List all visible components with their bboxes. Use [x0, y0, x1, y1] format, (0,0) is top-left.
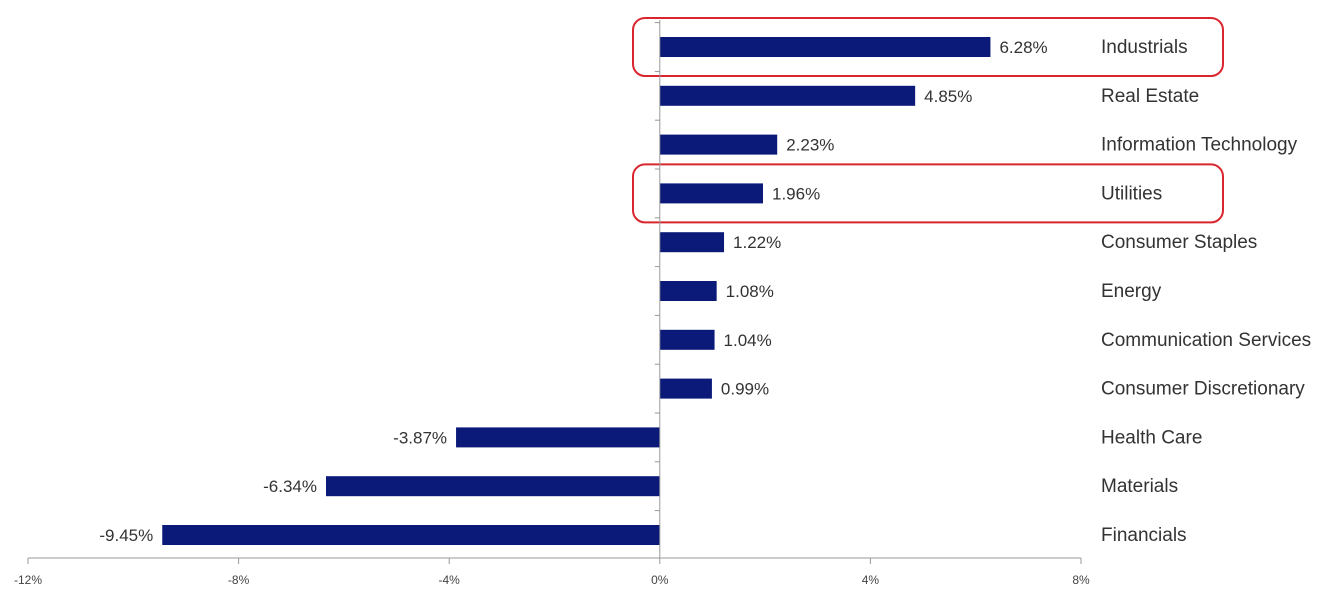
value-label-consumer-staples: 1.22% [733, 233, 781, 252]
axes [27, 20, 1082, 564]
x-tick-label: -12% [14, 573, 42, 587]
category-label-industrials: Industrials [1101, 37, 1188, 58]
bar-energy [659, 281, 717, 301]
value-label-communication-services: 1.04% [724, 331, 772, 350]
value-label-information-technology: 2.23% [786, 136, 834, 155]
category-label-communication-services: Communication Services [1101, 330, 1311, 351]
category-label-utilities: Utilities [1101, 183, 1162, 204]
bar-consumer-discretionary [659, 378, 712, 399]
x-tick-label: 4% [862, 573, 880, 587]
x-tick-label: -4% [439, 573, 461, 587]
bar-materials [325, 476, 660, 497]
labels: 6.28% Industrials 4.85% Real Estate 2.23% Inf… [14, 37, 1311, 587]
value-label-industrials: 6.28% [999, 38, 1047, 57]
value-label-health-care: -3.87% [393, 428, 447, 447]
bar-real-estate [659, 85, 916, 106]
x-tick-label: -8% [228, 573, 250, 587]
category-label-health-care: Health Care [1101, 427, 1202, 448]
highlight-box-utilities [632, 163, 1224, 224]
bar-utilities [659, 183, 763, 204]
bar-financials [162, 525, 660, 545]
x-tick-label: 8% [1072, 573, 1090, 587]
category-label-financials: Financials [1101, 525, 1187, 546]
category-label-materials: Materials [1101, 476, 1178, 497]
category-label-consumer-staples: Consumer Staples [1101, 232, 1257, 253]
highlight-box-industrials [632, 17, 1224, 77]
value-label-materials: -6.34% [263, 477, 317, 496]
bar-information-technology [659, 134, 778, 155]
value-label-utilities: 1.96% [772, 184, 820, 203]
category-label-energy: Energy [1101, 281, 1162, 302]
category-label-information-technology: Information Technology [1101, 135, 1298, 156]
bars [162, 37, 991, 545]
x-tick-label: 0% [651, 573, 669, 587]
value-label-energy: 1.08% [726, 282, 774, 301]
bar-industrials [659, 37, 991, 57]
category-label-consumer-discretionary: Consumer Discretionary [1101, 379, 1305, 400]
value-label-consumer-discretionary: 0.99% [721, 380, 769, 399]
bar-health-care [456, 427, 660, 448]
bar-consumer-staples [659, 232, 725, 253]
category-label-real-estate: Real Estate [1101, 86, 1199, 107]
bar-communication-services [659, 329, 715, 350]
value-label-financials: -9.45% [99, 526, 153, 545]
highlight-boxes [632, 17, 1224, 224]
value-label-real-estate: 4.85% [924, 87, 972, 106]
